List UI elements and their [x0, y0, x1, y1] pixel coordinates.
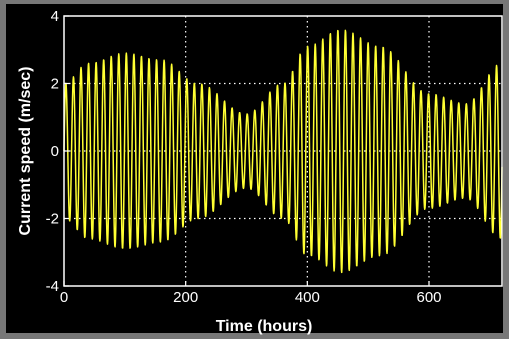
tick-layer: 0 200 400 600 -4 -2 0 2 4 — [46, 8, 442, 306]
series-layer — [63, 29, 503, 274]
y-tick-label: -2 — [46, 211, 59, 228]
x-tick-label: 200 — [173, 289, 198, 306]
x-axis-label: Time (hours) — [216, 318, 313, 335]
x-tick-label: 600 — [416, 289, 441, 306]
series-line — [63, 29, 503, 274]
x-tick-label: 400 — [295, 289, 320, 306]
y-tick-label: 4 — [51, 8, 59, 25]
x-tick-label: 0 — [60, 289, 68, 306]
y-axis-label: Current speed (m/sec) — [17, 67, 34, 236]
y-tick-label: -4 — [46, 278, 59, 295]
y-tick-label: 2 — [51, 76, 59, 93]
y-tick-label: 0 — [51, 143, 59, 160]
